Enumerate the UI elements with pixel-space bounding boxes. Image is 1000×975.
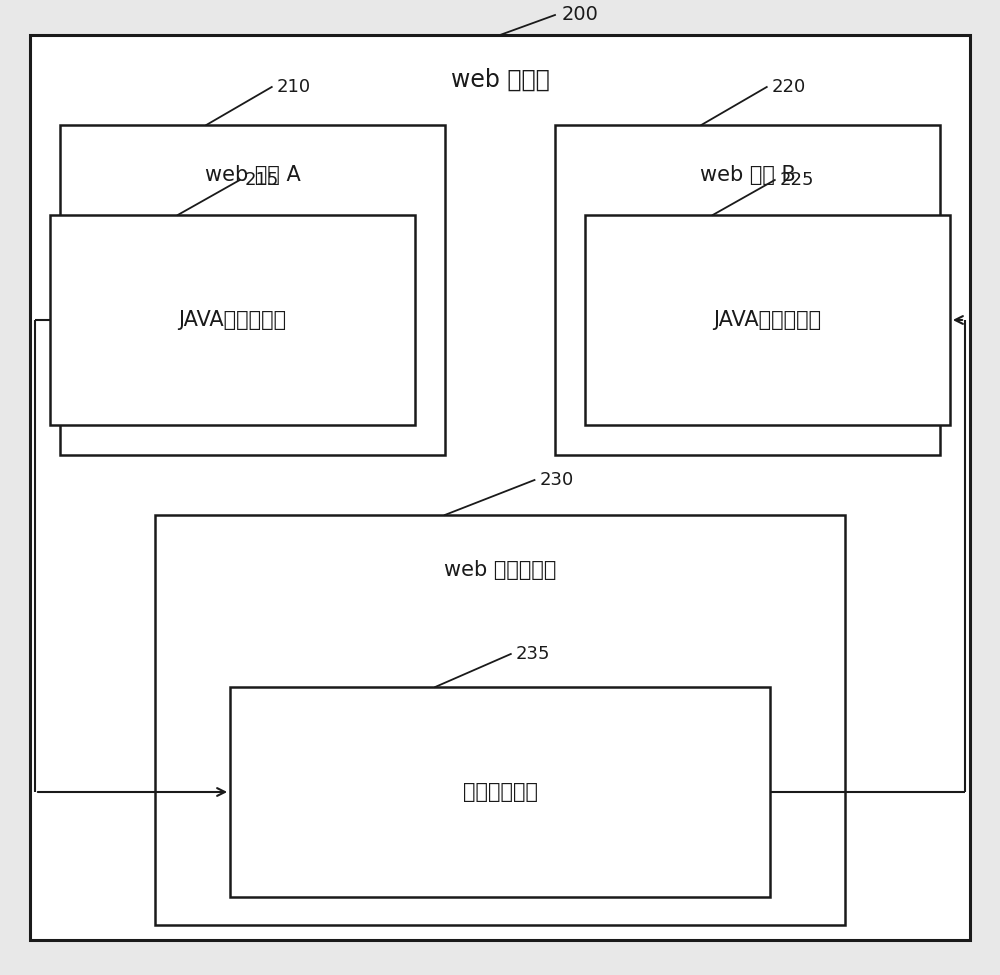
Text: 200: 200: [562, 6, 599, 24]
Text: web 应用 B: web 应用 B: [700, 165, 795, 185]
Text: 数据传输单元: 数据传输单元: [462, 782, 538, 802]
Text: web 应用控制器: web 应用控制器: [444, 560, 556, 580]
Text: 235: 235: [516, 645, 550, 663]
Bar: [555, 125, 940, 455]
Text: 225: 225: [780, 171, 814, 189]
Bar: [60, 125, 445, 455]
Text: 210: 210: [277, 78, 311, 96]
Text: web 浏览器: web 浏览器: [451, 68, 549, 92]
Bar: [585, 215, 950, 425]
Text: 230: 230: [540, 471, 574, 489]
Text: 215: 215: [245, 171, 279, 189]
Text: web 应用 A: web 应用 A: [205, 165, 300, 185]
Text: JAVA脚本控制器: JAVA脚本控制器: [178, 310, 287, 330]
Text: 220: 220: [772, 78, 806, 96]
Bar: [155, 515, 845, 925]
Bar: [50, 215, 415, 425]
Text: JAVA脚本控制器: JAVA脚本控制器: [713, 310, 822, 330]
Bar: [230, 687, 770, 897]
